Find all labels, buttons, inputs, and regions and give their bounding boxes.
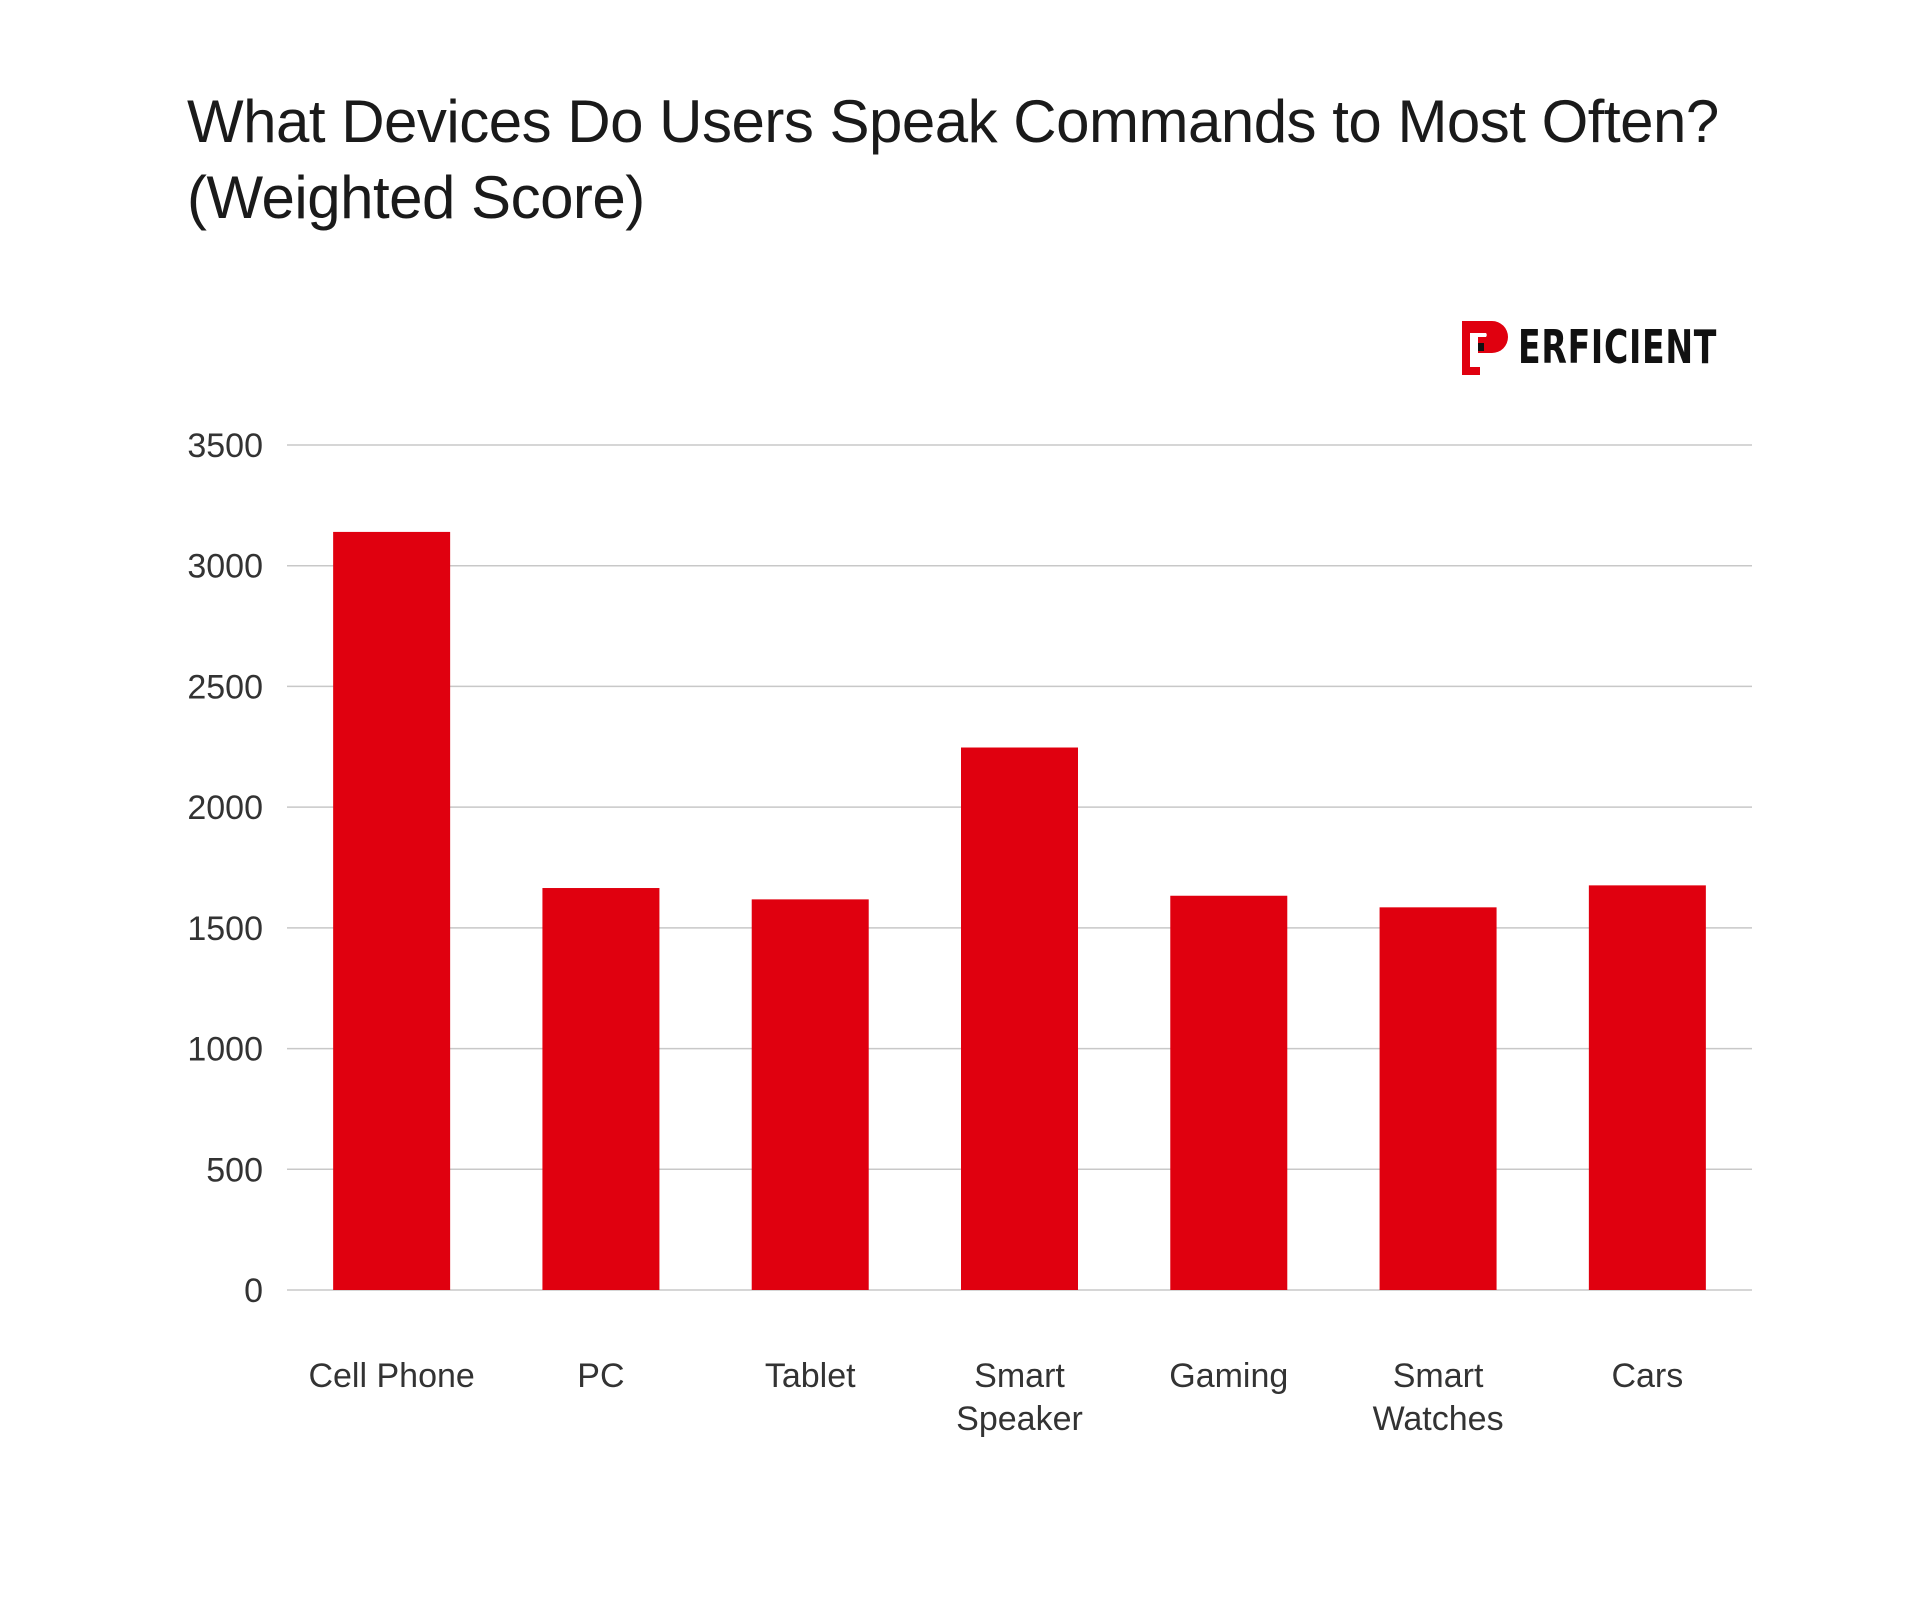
y-tick-label: 3000 xyxy=(187,548,263,586)
x-tick-label: Watches xyxy=(1373,1400,1504,1438)
chart-title-line-1: What Devices Do Users Speak Commands to … xyxy=(187,88,1719,155)
x-tick-label: Tablet xyxy=(765,1357,856,1395)
y-tick-label: 2500 xyxy=(187,668,263,706)
chart-title: What Devices Do Users Speak Commands to … xyxy=(187,84,1719,236)
x-tick-label: Speaker xyxy=(956,1400,1083,1438)
bar xyxy=(1170,895,1288,1290)
bar xyxy=(1588,885,1706,1290)
y-tick-label: 500 xyxy=(206,1151,263,1189)
bar xyxy=(751,899,869,1290)
logo-text: ERFICIENT xyxy=(1518,320,1718,374)
y-tick-label: 1000 xyxy=(187,1031,263,1069)
x-tick-label: Cars xyxy=(1611,1357,1683,1395)
y-tick-label: 0 xyxy=(244,1272,263,1310)
bar xyxy=(1379,907,1497,1290)
bar xyxy=(961,747,1078,1290)
x-tick-label: PC xyxy=(577,1357,624,1395)
y-tick-label: 1500 xyxy=(187,910,263,948)
x-tick-label: Smart xyxy=(974,1357,1065,1395)
x-tick-label: Smart xyxy=(1393,1357,1484,1395)
x-tick-label: Gaming xyxy=(1169,1357,1288,1395)
logo-p-mark xyxy=(1462,321,1508,375)
chart-title-line-2: (Weighted Score) xyxy=(187,164,645,231)
y-tick-label: 3500 xyxy=(187,427,263,465)
bar xyxy=(333,531,451,1290)
perficient-logo: ERFICIENT xyxy=(1462,318,1716,376)
y-tick-label: 2000 xyxy=(187,789,263,827)
bar xyxy=(542,888,660,1290)
x-tick-label: Cell Phone xyxy=(308,1357,474,1395)
